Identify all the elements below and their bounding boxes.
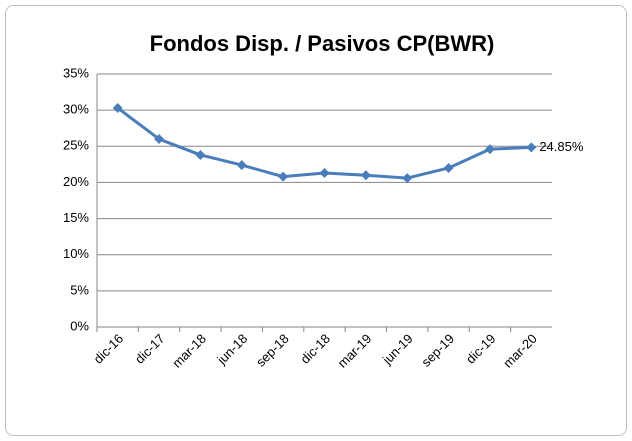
chart-frame (5, 5, 627, 436)
y-tick-label: 0% (70, 318, 89, 333)
chart-title: Fondos Disp. / Pasivos CP(BWR) (150, 31, 495, 56)
point (319, 168, 330, 179)
point (278, 171, 289, 182)
point (112, 102, 123, 113)
point (484, 144, 495, 155)
y-tick-label: 20% (63, 174, 89, 189)
y-tick-label: 30% (63, 102, 89, 117)
point (154, 134, 165, 145)
y-tick-label: 10% (63, 246, 89, 261)
y-tick-label: 25% (63, 138, 89, 153)
point (236, 160, 247, 171)
point (402, 173, 413, 184)
point (443, 162, 454, 173)
data-label: 24.85% (539, 139, 584, 154)
y-tick-label: 5% (70, 282, 89, 297)
y-tick-label: 35% (63, 65, 89, 80)
point (526, 142, 537, 153)
y-tick-label: 15% (63, 210, 89, 225)
point (195, 149, 206, 160)
point (360, 170, 371, 181)
